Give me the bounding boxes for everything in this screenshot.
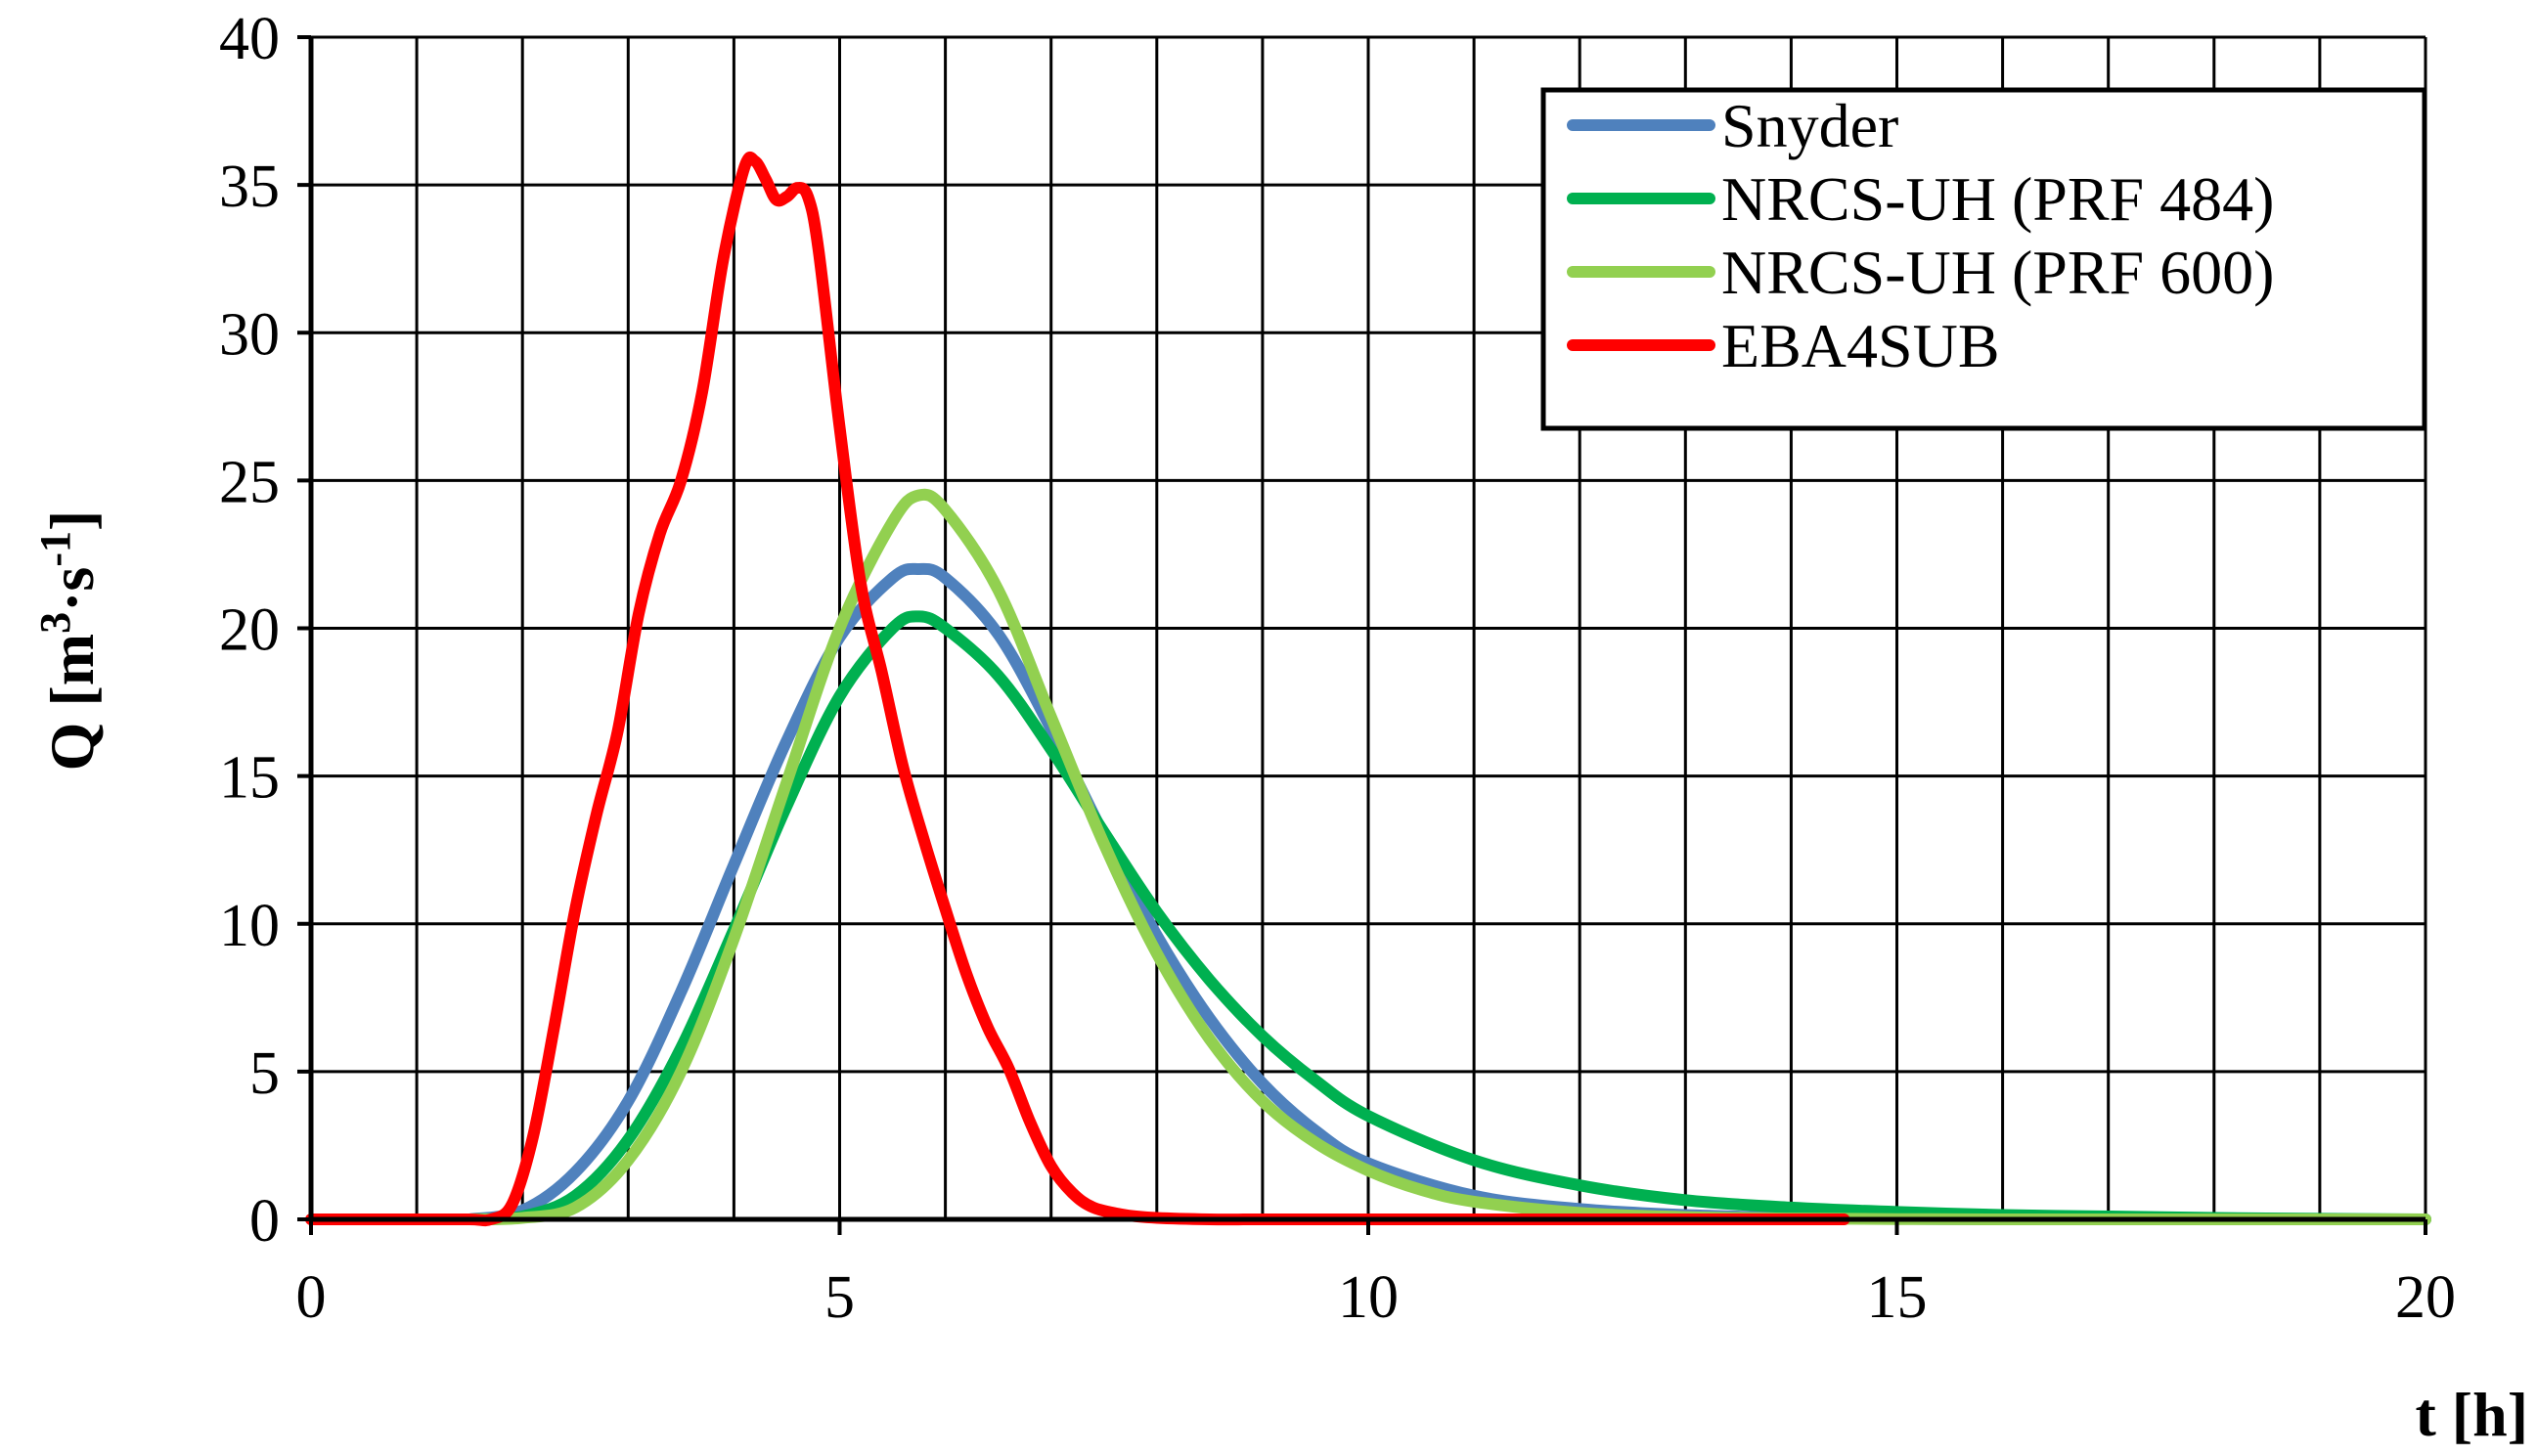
x-tick-label: 20 [2395,1264,2456,1331]
y-axis-title-superscript: -1 [31,531,79,567]
legend-label-snyder: Snyder [1721,91,1898,160]
y-tick-label: 5 [249,1040,280,1107]
legend-label-nrcs-uh-prf-600: NRCS-UH (PRF 600) [1721,238,2274,307]
y-tick-label: 15 [219,745,280,812]
y-tick-label: 20 [219,597,280,664]
x-tick-label: 0 [296,1264,327,1331]
y-tick-label: 25 [219,449,280,515]
tick-labels: 0 5 10 15 20 25 30 35 40 0 5 10 15 20 [219,6,2456,1331]
legend-label-nrcs-uh-prf-484: NRCS-UH (PRF 484) [1721,164,2274,234]
legend-label-eba4sub: EBA4SUB [1721,311,2000,380]
y-axis-title-part: Q [m [37,634,107,771]
axes [297,35,2427,1235]
y-axis-title-group: Q [m3·s-1] [31,510,108,772]
y-tick-label: 10 [219,893,280,959]
y-tick-label: 30 [219,301,280,368]
y-tick-label: 35 [219,154,280,220]
legend-box [1540,87,2427,431]
y-tick-label: 40 [219,6,280,72]
y-tick-label: 0 [249,1188,280,1255]
y-axis-title-part: ] [37,510,107,531]
series-line-eba4sub [305,151,1850,1227]
x-axis-title: t [h] [2415,1380,2528,1449]
y-axis-title-part: ·s [37,567,107,612]
y-axis-title: Q [m3·s-1] [31,510,108,772]
y-axis-title-superscript: 3 [31,612,79,634]
x-tick-label: 5 [824,1264,855,1331]
x-tick-label: 15 [1867,1264,1928,1331]
x-tick-label: 10 [1338,1264,1399,1331]
